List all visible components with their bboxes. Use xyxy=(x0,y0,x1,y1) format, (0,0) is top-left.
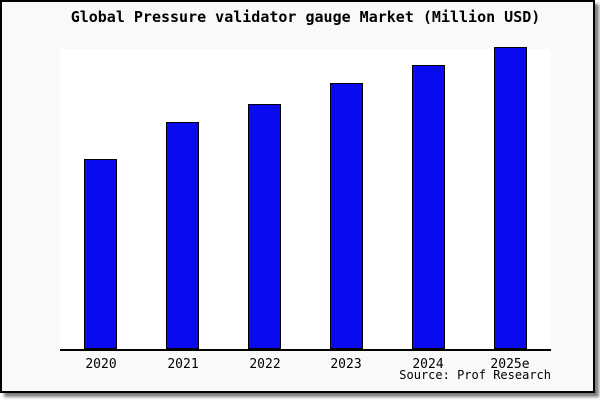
source-credit: Source: Prof Research xyxy=(399,368,551,382)
x-tick-label-2021: 2021 xyxy=(167,357,199,372)
x-tick-label-2023: 2023 xyxy=(330,357,362,372)
bar-2022 xyxy=(248,104,281,349)
bar-2025e xyxy=(494,47,527,349)
bar-2021 xyxy=(166,122,199,349)
plot-area xyxy=(60,47,551,351)
bar-2024 xyxy=(412,65,445,349)
x-tick-label-2020: 2020 xyxy=(85,357,117,372)
x-tick-label-2022: 2022 xyxy=(249,357,281,372)
bar-2023 xyxy=(330,83,363,349)
chart-title: Global Pressure validator gauge Market (… xyxy=(70,8,541,26)
chart-frame: Global Pressure validator gauge Market (… xyxy=(0,0,595,393)
x-tick-label-2025e: 2025e xyxy=(490,357,530,372)
bar-2020 xyxy=(84,159,117,349)
x-tick-label-2024: 2024 xyxy=(412,357,444,372)
